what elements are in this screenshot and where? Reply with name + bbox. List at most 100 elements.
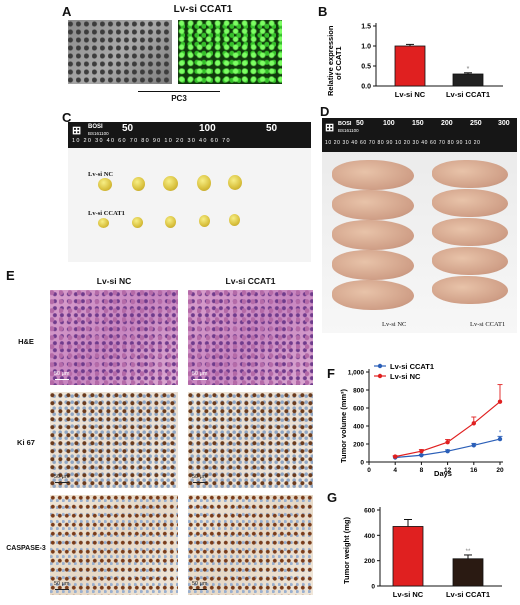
mouse-ccat1-5: [432, 276, 508, 304]
ruler-d-big-3: 150: [412, 120, 424, 127]
panel-b-ylabel-2: of CCAT1: [334, 46, 343, 80]
tumor-ccat1-3: [165, 216, 176, 228]
scale-he-nc: 50 μm: [54, 371, 70, 377]
f-ytick-label-4: 800: [353, 388, 364, 395]
row-label-he: H&E: [18, 337, 34, 346]
tumor-nc-4: [197, 175, 211, 191]
f-xtick-label-5: 20: [496, 467, 504, 474]
b-bar-0: [394, 45, 426, 87]
panel-f-chart: Tumor volume (mm³) Days 02004006008001,0…: [339, 362, 504, 478]
b-significance: *: [467, 66, 470, 73]
f-ytick-label-1: 200: [353, 442, 364, 449]
b-cat-label-1: Lv-si CCAT1: [446, 90, 490, 99]
row-label-ccat1: Lv-si CCAT1: [88, 210, 125, 217]
g-bar-1: [452, 558, 484, 587]
b-cat-label-0: Lv-si NC: [395, 90, 426, 99]
f-xtick-label-3: 12: [444, 467, 452, 474]
f-point-0-2: [445, 449, 450, 454]
panel-b-chart: Relative expression of CCAT1 0.0 0.5 1.0 1.…: [326, 23, 503, 99]
panel-b-ylabel-1: Relative expression: [326, 25, 335, 96]
ruler-d-big-6: 300: [498, 120, 510, 127]
panel-a-title: Lv-si CCAT1: [173, 4, 233, 15]
phase-contrast-image: [68, 20, 172, 84]
f-ytick-label-3: 600: [353, 406, 364, 413]
he-nc-image: 50 μm: [50, 290, 178, 385]
mouse-ccat1-2: [432, 189, 508, 217]
f-xtick-label-0: 0: [367, 467, 371, 474]
f-ytick-label-5: 1,000: [348, 370, 365, 377]
mouse-nc-5: [332, 280, 414, 310]
ruler-d-brand: BOSI: [338, 121, 352, 127]
g-cat-label-1: Lv-si CCAT1: [446, 590, 490, 599]
b-ytick-label-3: 1.5: [361, 24, 371, 31]
f-legend-label-1: Lv-si NC: [390, 372, 421, 381]
tumor-ccat1-5: [229, 214, 240, 226]
ruler-d-logo-icon: ⊞: [325, 122, 335, 134]
ruler-big-1: 50: [122, 123, 134, 134]
panel-label-f: F: [327, 366, 335, 381]
panel-label-b: B: [318, 4, 328, 19]
f-xtick-label-1: 4: [393, 467, 397, 474]
ruler-d-big-2: 100: [383, 120, 395, 127]
ruler-d-ticks: 10 20 30 40 60 70 80 90 10 20 30 40 60 7…: [325, 140, 481, 146]
ki67-ccat1-image: 50 μm: [188, 392, 313, 488]
f-point-1-0: [393, 454, 398, 459]
mouse-nc-3: [332, 220, 414, 250]
mice-label-nc: Lv-si NC: [382, 321, 407, 328]
panel-g-chart: Tumor weight (mg) 0 200 400 600 Lv-si NC Lv-s…: [342, 507, 502, 599]
f-legend-label-0: Lv-si CCAT1: [390, 362, 434, 371]
ruler-d-big-1: 50: [356, 120, 364, 127]
f-point-1-1: [419, 449, 424, 454]
mouse-ccat1-4: [432, 247, 508, 275]
row-label-nc: Lv-si NC: [88, 171, 114, 178]
f-point-1-3: [471, 421, 476, 426]
ruler-d-code: BS161100: [338, 128, 359, 133]
ruler-d: ⊞ BOSI BS161100 50 100 150 200 250 300 1…: [322, 118, 517, 152]
f-point-0-4: [497, 436, 503, 442]
fluorescence-image: [178, 20, 282, 84]
mice-label-ccat1: Lv-si CCAT1: [470, 321, 506, 328]
panel-label-d: D: [320, 104, 330, 119]
f-legend-marker-1: [377, 373, 383, 379]
f-ytick-label-0: 0: [360, 460, 364, 467]
ki67-nc-image: 50 μm: [50, 392, 178, 488]
ruler-brand: BOSI: [88, 124, 103, 130]
tumor-nc-1: [98, 178, 112, 191]
panel-label-c: C: [62, 110, 72, 125]
panel-label-e: E: [6, 268, 15, 283]
f-point-0-1: [419, 453, 424, 458]
g-ytick-label-2: 400: [364, 533, 375, 540]
mouse-ccat1-1: [432, 160, 508, 188]
ruler-code: BS161100: [88, 131, 109, 136]
panel-label-g: G: [327, 490, 338, 505]
tumor-nc-3: [163, 176, 178, 191]
row-label-ki67: Ki 67: [17, 438, 35, 447]
tumor-ccat1-4: [199, 215, 210, 227]
g-significance: **: [466, 549, 471, 555]
g-ytick-label-3: 600: [364, 508, 375, 515]
caspase3-nc-image: 50 μm: [50, 495, 178, 595]
f-legend-marker-0: [377, 363, 383, 369]
panel-f-ylabel: Tumor volume (mm³): [339, 388, 348, 463]
tumor-nc-2: [132, 177, 145, 191]
col-header-nc: Lv-si NC: [96, 276, 132, 286]
panel-f-xlabel: Days: [434, 469, 452, 478]
f-xtick-label-4: 16: [470, 467, 478, 474]
row-label-caspase3: CASPASE-3: [6, 545, 46, 552]
scale-caspase3-nc: 50 μm: [54, 581, 70, 587]
scale-he-ccat1: 50 μm: [192, 371, 208, 377]
scale-ki67-ccat1: 50 μm: [192, 474, 208, 480]
mouse-ccat1-3: [432, 218, 508, 246]
tumor-ccat1-1: [98, 218, 109, 228]
b-bar-1: [452, 73, 484, 87]
f-point-1-2: [445, 440, 450, 445]
ruler-d-big-4: 200: [441, 120, 453, 127]
scale-caspase3-ccat1: 50 μm: [192, 581, 208, 587]
f-point-1-4: [497, 399, 503, 404]
ruler-big-3: 50: [266, 123, 278, 134]
he-ccat1-image: 50 μm: [188, 290, 313, 385]
ruler-logo-icon: ⊞: [72, 125, 82, 137]
f-xtick-label-2: 8: [420, 467, 424, 474]
caspase3-ccat1-image: 50 μm: [188, 495, 313, 595]
cell-line-label: PC3: [171, 94, 187, 103]
